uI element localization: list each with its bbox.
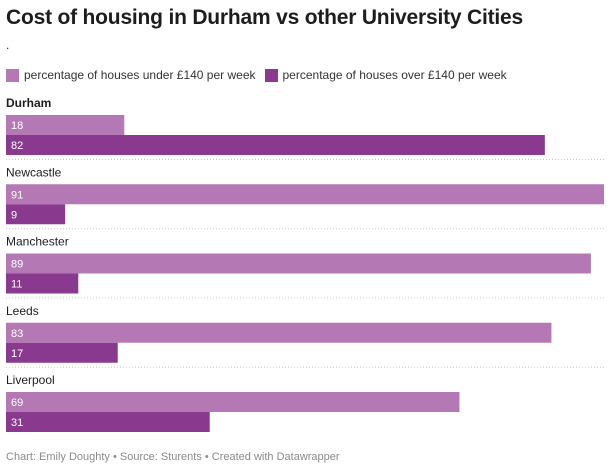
bar-durham-under-140 — [6, 115, 125, 135]
value-label-manchester-over-140: 11 — [11, 279, 22, 291]
legend-item-over-140: percentage of houses over £140 per week — [264, 68, 507, 82]
bar-leeds-over-140 — [6, 342, 118, 363]
value-label-newcastle-over-140: 9 — [11, 209, 17, 221]
value-label-leeds-under-140: 83 — [11, 328, 23, 340]
legend-label-under-140: percentage of houses under £140 per week — [24, 68, 256, 82]
chart-subtitle: . — [6, 38, 10, 52]
value-label-leeds-over-140: 17 — [11, 348, 23, 360]
value-label-newcastle-under-140: 91 — [11, 189, 23, 201]
legend-swatch-over-140 — [264, 68, 278, 82]
value-label-liverpool-over-140: 31 — [11, 417, 23, 429]
bar-liverpool-under-140 — [6, 392, 460, 412]
category-label-leeds: Leeds — [6, 304, 39, 318]
category-label-durham: Durham — [6, 96, 51, 110]
chart-title: Cost of housing in Durham vs other Unive… — [6, 6, 524, 29]
category-label-manchester: Manchester — [6, 235, 69, 249]
value-label-liverpool-under-140: 69 — [11, 397, 23, 409]
category-label-liverpool: Liverpool — [6, 373, 55, 387]
value-label-manchester-under-140: 89 — [11, 259, 23, 271]
value-label-durham-under-140: 18 — [11, 120, 23, 132]
legend-swatch-under-140 — [6, 68, 19, 82]
bar-manchester-over-140 — [6, 273, 79, 294]
category-label-newcastle: Newcastle — [6, 165, 62, 179]
bar-leeds-under-140 — [6, 322, 552, 343]
value-label-durham-over-140: 82 — [11, 140, 23, 152]
chart-footer: Chart: Emily Doughty • Source: Sturents … — [6, 451, 340, 463]
bar-liverpool-over-140 — [6, 412, 210, 432]
legend-item-under-140: percentage of houses under £140 per week — [6, 68, 256, 82]
bar-durham-over-140 — [6, 135, 545, 155]
bar-manchester-under-140 — [6, 253, 591, 274]
bar-newcastle-under-140 — [6, 184, 604, 205]
legend-label-over-140: percentage of houses over £140 per week — [282, 68, 507, 82]
legend: percentage of houses under £140 per week… — [6, 68, 516, 82]
bar-newcastle-over-140 — [6, 204, 66, 225]
